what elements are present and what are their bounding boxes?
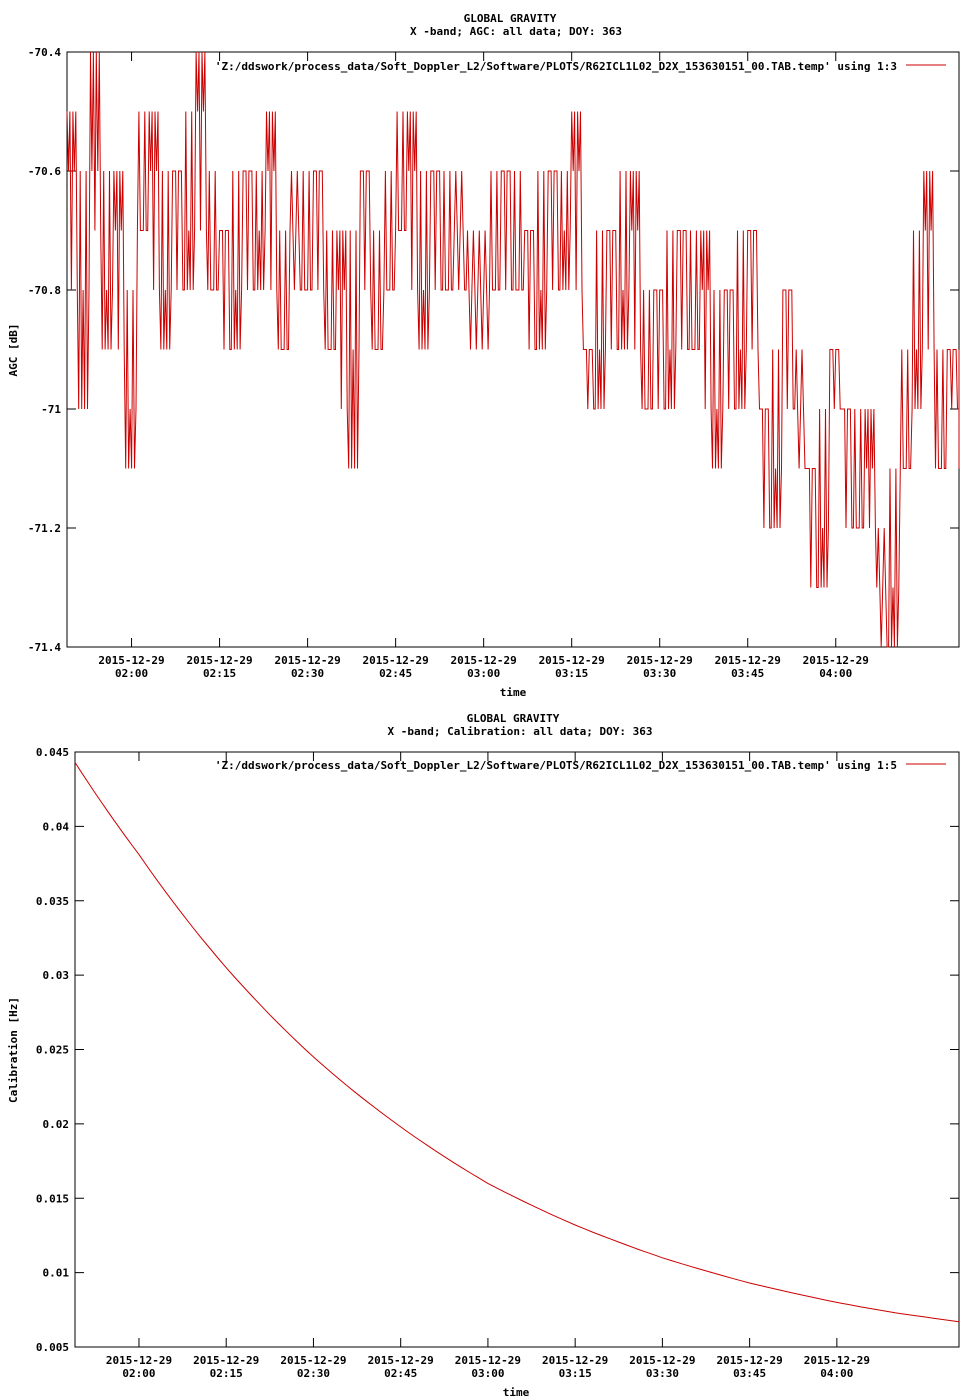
x-tick-date-label: 2015-12-29 bbox=[368, 1354, 434, 1367]
calibration-chart: GLOBAL GRAVITY X -band; Calibration: all… bbox=[7, 712, 960, 1399]
x-tick-date-label: 2015-12-29 bbox=[193, 1354, 259, 1367]
y-tick-label: 0.025 bbox=[36, 1044, 69, 1057]
x-tick-time-label: 03:15 bbox=[555, 667, 588, 680]
x-tick-time-label: 03:45 bbox=[731, 667, 764, 680]
x-tick-time-label: 02:30 bbox=[297, 1367, 330, 1380]
x-tick-date-label: 2015-12-29 bbox=[542, 1354, 608, 1367]
agc-series-line bbox=[66, 51, 960, 648]
x-tick-time-label: 02:30 bbox=[291, 667, 324, 680]
y-tick-label: 0.01 bbox=[43, 1267, 70, 1280]
calibration-series-line bbox=[74, 762, 960, 1323]
x-tick-date-label: 2015-12-29 bbox=[280, 1354, 346, 1367]
x-tick-date-label: 2015-12-29 bbox=[98, 654, 164, 667]
x-tick-time-label: 03:00 bbox=[471, 1367, 504, 1380]
y-tick-label: 0.035 bbox=[36, 895, 69, 908]
x-tick-time-label: 03:45 bbox=[733, 1367, 766, 1380]
y-tick-label: 0.045 bbox=[36, 746, 69, 759]
x-tick-time-label: 03:30 bbox=[646, 1367, 679, 1380]
x-tick-date-label: 2015-12-29 bbox=[629, 1354, 695, 1367]
y-tick-label: -70.8 bbox=[28, 284, 61, 297]
y-tick-label: 0.005 bbox=[36, 1341, 69, 1354]
y-tick-label: -71 bbox=[41, 403, 61, 416]
x-tick-time-label: 02:45 bbox=[379, 667, 412, 680]
y-tick-label: -71.4 bbox=[28, 641, 61, 654]
agc-chart: GLOBAL GRAVITY X -band; AGC: all data; D… bbox=[7, 12, 960, 699]
x-tick-time-label: 02:15 bbox=[203, 667, 236, 680]
y-tick-label: -70.4 bbox=[28, 46, 61, 59]
x-tick-time-label: 02:45 bbox=[384, 1367, 417, 1380]
y-tick-label: 0.02 bbox=[43, 1118, 70, 1131]
x-tick-date-label: 2015-12-29 bbox=[803, 654, 869, 667]
x-tick-date-label: 2015-12-29 bbox=[804, 1354, 870, 1367]
x-tick-time-label: 03:00 bbox=[467, 667, 500, 680]
x-tick-date-label: 2015-12-29 bbox=[186, 654, 252, 667]
x-tick-date-label: 2015-12-29 bbox=[715, 654, 781, 667]
x-tick-date-label: 2015-12-29 bbox=[717, 1354, 783, 1367]
x-tick-time-label: 04:00 bbox=[819, 667, 852, 680]
x-axis-label: time bbox=[500, 686, 527, 699]
chart-title: GLOBAL GRAVITY bbox=[464, 12, 557, 25]
plot-frame bbox=[74, 751, 960, 1348]
x-tick-date-label: 2015-12-29 bbox=[451, 654, 517, 667]
y-tick-label: 0.03 bbox=[43, 969, 70, 982]
y-tick-label: -71.2 bbox=[28, 522, 61, 535]
x-tick-date-label: 2015-12-29 bbox=[363, 654, 429, 667]
chart-subtitle: X -band; Calibration: all data; DOY: 363 bbox=[388, 725, 653, 738]
legend-label: 'Z:/ddswork/process_data/Soft_Doppler_L2… bbox=[215, 759, 897, 772]
x-tick-time-label: 02:00 bbox=[115, 667, 148, 680]
y-axis-label: AGC [dB] bbox=[7, 324, 20, 377]
y-tick-label: 0.04 bbox=[43, 820, 70, 833]
chart-subtitle: X -band; AGC: all data; DOY: 363 bbox=[410, 25, 622, 38]
x-tick-time-label: 03:30 bbox=[643, 667, 676, 680]
x-tick-date-label: 2015-12-29 bbox=[455, 1354, 521, 1367]
chart-title: GLOBAL GRAVITY bbox=[467, 712, 560, 725]
x-tick-time-label: 03:15 bbox=[559, 1367, 592, 1380]
x-tick-date-label: 2015-12-29 bbox=[539, 654, 605, 667]
x-tick-time-label: 04:00 bbox=[820, 1367, 853, 1380]
y-axis-label: Calibration [Hz] bbox=[7, 997, 20, 1103]
legend-label: 'Z:/ddswork/process_data/Soft_Doppler_L2… bbox=[215, 60, 897, 73]
x-tick-time-label: 02:15 bbox=[210, 1367, 243, 1380]
x-tick-date-label: 2015-12-29 bbox=[106, 1354, 172, 1367]
x-tick-time-label: 02:00 bbox=[122, 1367, 155, 1380]
y-tick-label: -70.6 bbox=[28, 165, 61, 178]
x-tick-date-label: 2015-12-29 bbox=[627, 654, 693, 667]
y-tick-label: 0.015 bbox=[36, 1192, 69, 1205]
x-tick-date-label: 2015-12-29 bbox=[274, 654, 340, 667]
x-axis-label: time bbox=[503, 1386, 530, 1399]
